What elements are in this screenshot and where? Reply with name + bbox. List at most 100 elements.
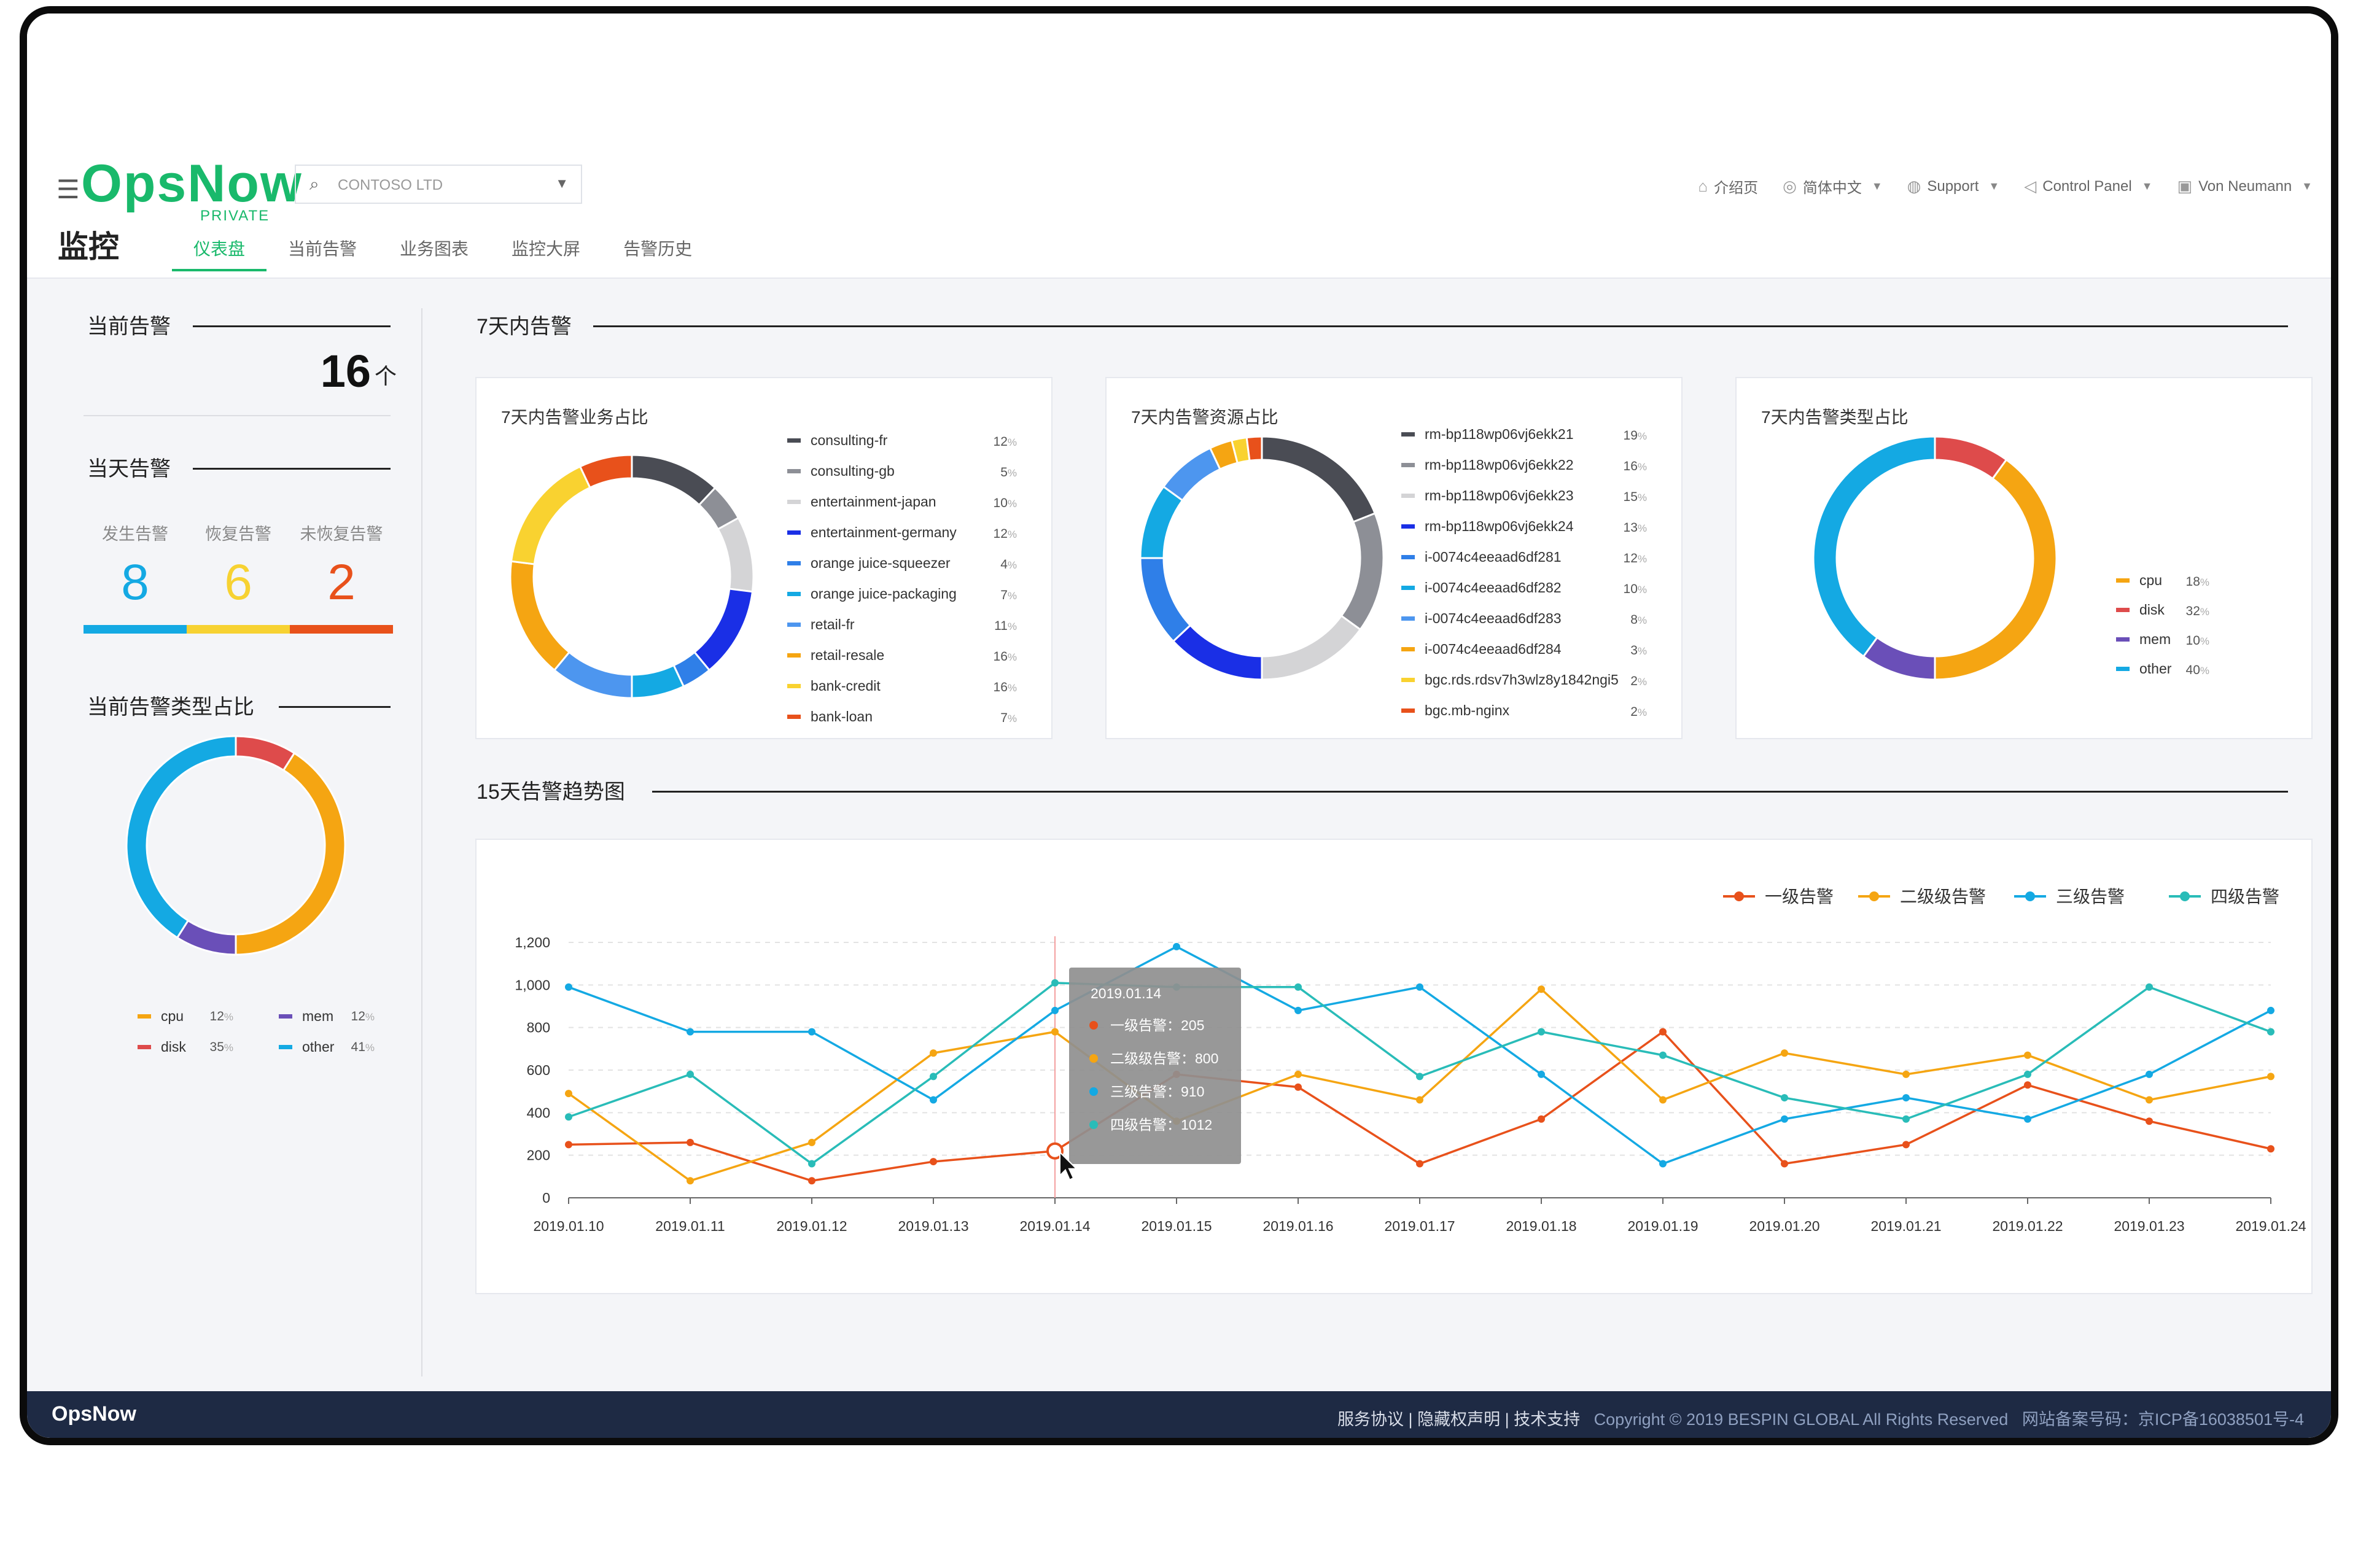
- footer-links[interactable]: 服务协议 | 隐藏权声明 | 技术支持: [1337, 1410, 1581, 1429]
- legend-item[interactable]: rm-bp118wp06vj6ekk22: [1401, 457, 1574, 473]
- legend-item[interactable]: rm-bp118wp06vj6ekk21: [1401, 426, 1574, 443]
- legend-item[interactable]: other: [2116, 661, 2171, 677]
- data-point[interactable]: [1416, 1073, 1423, 1081]
- legend-item[interactable]: cpu: [2116, 572, 2162, 589]
- data-point[interactable]: [1659, 1051, 1667, 1059]
- data-point[interactable]: [1051, 979, 1059, 987]
- legend-item[interactable]: i-0074c4eeaad6df283: [1401, 610, 1562, 627]
- data-point[interactable]: [1659, 1028, 1667, 1036]
- data-point[interactable]: [565, 1113, 572, 1121]
- tab-3[interactable]: 监控大屏: [512, 239, 581, 258]
- data-point[interactable]: [565, 983, 572, 991]
- data-point[interactable]: [687, 1028, 694, 1036]
- legend-item[interactable]: bank-loan: [787, 708, 873, 725]
- nav-item-2[interactable]: ◍ Support ▼: [1907, 176, 2000, 197]
- data-point[interactable]: [1659, 1160, 1667, 1168]
- data-point[interactable]: [1294, 1006, 1302, 1014]
- legend-item-other[interactable]: other: [279, 1039, 334, 1055]
- donut-slice-mem[interactable]: [1862, 636, 1936, 681]
- data-point[interactable]: [1294, 1083, 1302, 1091]
- data-point[interactable]: [1538, 1070, 1545, 1078]
- highlighted-point[interactable]: [1046, 1142, 1064, 1160]
- data-point[interactable]: [2146, 1070, 2153, 1078]
- donut-slice-rm-bp118wp06vj6ekk24[interactable]: [1172, 624, 1263, 681]
- data-point[interactable]: [2146, 1117, 2153, 1125]
- donut-slice-disk[interactable]: [1934, 435, 2008, 480]
- data-point[interactable]: [687, 1138, 694, 1146]
- logo[interactable]: OpsNow: [81, 154, 303, 213]
- data-point[interactable]: [2146, 1096, 2153, 1104]
- data-point[interactable]: [808, 1160, 815, 1168]
- donut-slice-other[interactable]: [125, 735, 237, 939]
- legend-item[interactable]: i-0074c4eeaad6df281: [1401, 549, 1562, 565]
- donut-slice-entertainment-germany[interactable]: [693, 588, 754, 672]
- data-point[interactable]: [1902, 1115, 1910, 1123]
- data-point[interactable]: [687, 1177, 694, 1185]
- data-point[interactable]: [1416, 1096, 1423, 1104]
- data-point[interactable]: [2024, 1081, 2031, 1089]
- data-point[interactable]: [1051, 1028, 1059, 1036]
- data-point[interactable]: [2267, 1145, 2274, 1153]
- legend-item[interactable]: bgc.mb-nginx: [1401, 702, 1509, 719]
- donut-slice-bgc.mb-nginx[interactable]: [1245, 435, 1263, 462]
- data-point[interactable]: [1538, 1028, 1545, 1036]
- data-point[interactable]: [1781, 1049, 1788, 1057]
- tab-1[interactable]: 当前告警: [288, 239, 357, 258]
- donut-slice-rm-bp118wp06vj6ekk21[interactable]: [1261, 435, 1377, 524]
- series-line-1[interactable]: [567, 987, 2271, 1182]
- legend-item-mem[interactable]: mem: [279, 1008, 333, 1025]
- series-line-2[interactable]: [568, 945, 2271, 1165]
- tab-4[interactable]: 告警历史: [623, 239, 693, 258]
- legend-item[interactable]: consulting-gb: [787, 463, 895, 479]
- data-point[interactable]: [2024, 1051, 2031, 1059]
- data-point[interactable]: [1902, 1141, 1910, 1149]
- legend-item[interactable]: mem: [2116, 631, 2171, 648]
- data-point[interactable]: [1538, 1115, 1545, 1123]
- chart-legend-item[interactable]: 四级告警: [2169, 887, 2279, 906]
- donut-slice-entertainment-japan[interactable]: [717, 516, 755, 593]
- legend-item-disk[interactable]: disk: [138, 1039, 186, 1055]
- series-line-0[interactable]: [568, 1030, 2271, 1182]
- chart-legend-item[interactable]: 一级告警: [1723, 887, 1834, 906]
- donut-slice-consulting-fr[interactable]: [631, 454, 717, 506]
- chart-legend-item[interactable]: 三级告警: [2014, 887, 2125, 906]
- donut-slice-rm-bp118wp06vj6ekk23[interactable]: [1261, 614, 1362, 681]
- data-point[interactable]: [1659, 1096, 1667, 1104]
- legend-item[interactable]: retail-fr: [787, 616, 855, 633]
- data-point[interactable]: [1416, 1160, 1423, 1168]
- donut-slice-orange juice-packaging[interactable]: [631, 664, 685, 699]
- legend-item[interactable]: i-0074c4eeaad6df282: [1401, 580, 1562, 596]
- data-point[interactable]: [930, 1073, 937, 1081]
- nav-item-1[interactable]: ◎ 简体中文 ▼: [1783, 176, 1883, 197]
- data-point[interactable]: [1416, 983, 1423, 991]
- donut-slice-i-0074c4eeaad6df282[interactable]: [1139, 485, 1184, 559]
- data-point[interactable]: [2267, 1073, 2274, 1081]
- legend-item[interactable]: orange juice-squeezer: [787, 555, 951, 572]
- data-point[interactable]: [2146, 983, 2153, 991]
- donut-slice-i-0074c4eeaad6df281[interactable]: [1139, 557, 1192, 643]
- data-point[interactable]: [2267, 1028, 2274, 1036]
- data-point[interactable]: [565, 1141, 572, 1149]
- data-point[interactable]: [1902, 1070, 1910, 1078]
- nav-item-3[interactable]: ◁ Control Panel ▼: [2024, 176, 2152, 197]
- donut-slice-cpu[interactable]: [235, 751, 346, 956]
- legend-item[interactable]: bgc.rds.rdsv7h3wlz8y1842ngi5: [1401, 672, 1619, 688]
- donut-slice-bank-credit[interactable]: [510, 465, 591, 565]
- donut-slice-disk[interactable]: [235, 735, 296, 772]
- data-point[interactable]: [808, 1177, 815, 1185]
- donut-slice-bank-loan[interactable]: [578, 454, 633, 489]
- legend-item[interactable]: consulting-fr: [787, 432, 887, 449]
- data-point[interactable]: [1781, 1160, 1788, 1168]
- data-point[interactable]: [808, 1028, 815, 1036]
- legend-item[interactable]: entertainment-japan: [787, 494, 936, 510]
- donut-slice-retail-fr[interactable]: [553, 651, 633, 699]
- nav-item-0[interactable]: ⌂ 介绍页: [1698, 176, 1758, 197]
- data-point[interactable]: [687, 1070, 694, 1078]
- data-point[interactable]: [1294, 1070, 1302, 1078]
- chart-legend-item[interactable]: 二级级告警: [1858, 887, 1986, 906]
- legend-item[interactable]: disk: [2116, 602, 2165, 618]
- data-point[interactable]: [930, 1096, 937, 1104]
- data-point[interactable]: [930, 1158, 937, 1166]
- donut-slice-cpu[interactable]: [1934, 458, 2058, 681]
- legend-item[interactable]: bank-credit: [787, 678, 881, 694]
